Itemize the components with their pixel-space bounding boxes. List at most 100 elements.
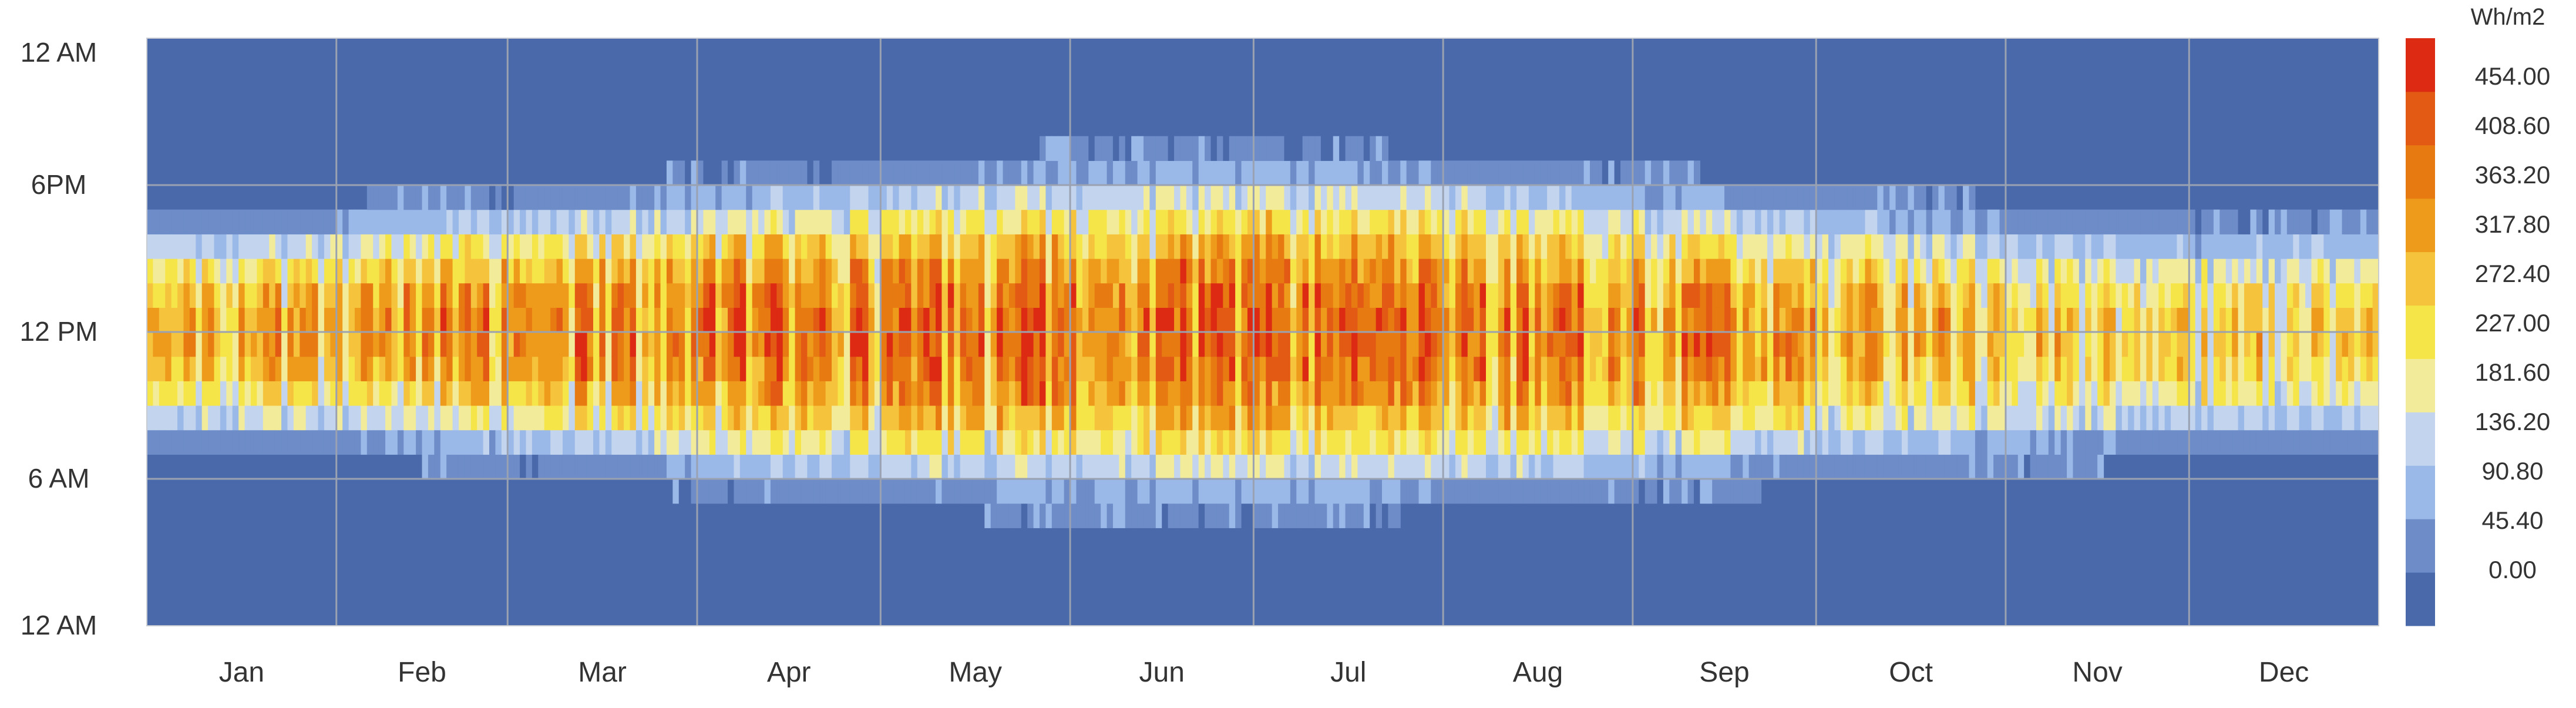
heatmap-cell <box>1021 332 1028 357</box>
heatmap-cell <box>1143 307 1150 333</box>
heatmap-cell <box>1981 234 1988 259</box>
heatmap-cell <box>305 259 312 284</box>
heatmap-cell <box>904 307 912 333</box>
heatmap-cell <box>1541 381 1548 406</box>
heatmap-cell <box>312 430 319 455</box>
heatmap-cell <box>1119 356 1126 381</box>
heatmap-cell <box>1278 479 1285 504</box>
heatmap-cell <box>305 405 312 431</box>
heatmap-cell <box>165 356 172 381</box>
heatmap-cell <box>789 356 796 381</box>
heatmap-cell <box>856 259 863 284</box>
heatmap-cell <box>342 283 349 308</box>
heatmap-cell <box>825 209 832 234</box>
heatmap-cell <box>2067 405 2074 431</box>
heatmap-cell <box>617 283 624 308</box>
heatmap-cell <box>1333 259 1340 284</box>
heatmap-cell <box>1791 381 1798 406</box>
heatmap-cell <box>1969 185 1976 210</box>
heatmap-cell <box>1730 405 1737 431</box>
heatmap-cell <box>1235 430 1242 455</box>
heatmap-cell <box>1210 234 1218 259</box>
heatmap-cell <box>1216 479 1223 504</box>
heatmap-cell <box>1076 356 1083 381</box>
heatmap-cell <box>1339 307 1346 333</box>
heatmap-cell <box>2085 234 2092 259</box>
heatmap-cell <box>1290 209 1297 234</box>
heatmap-cell <box>257 234 264 259</box>
heatmap-cell <box>2360 283 2367 308</box>
heatmap-cell <box>1963 381 1970 406</box>
heatmap-cell <box>1993 454 2000 479</box>
heatmap-cell <box>1125 185 1132 210</box>
heatmap-cell <box>1504 283 1511 308</box>
heatmap-cell <box>1651 234 1658 259</box>
heatmap-cell <box>2054 356 2062 381</box>
heatmap-cell <box>605 283 612 308</box>
heatmap-cell <box>2146 209 2153 234</box>
heatmap-cell <box>1822 454 1829 479</box>
heatmap-cell <box>1951 283 1958 308</box>
heatmap-cell <box>1272 136 1279 161</box>
heatmap-cell <box>2134 332 2141 357</box>
heatmap-cell <box>936 381 943 406</box>
heatmap-cell <box>1975 259 1982 284</box>
heatmap-cell <box>1309 405 1316 431</box>
heatmap-cell <box>1578 234 1585 259</box>
heatmap-cell <box>269 332 276 357</box>
heatmap-cell <box>2336 283 2343 308</box>
heatmap-cell <box>2171 307 2178 333</box>
heatmap-cell <box>1486 356 1493 381</box>
heatmap-cell <box>2097 234 2104 259</box>
heatmap-cell <box>782 381 789 406</box>
heatmap-cell <box>1461 209 1468 234</box>
heatmap-cell <box>1602 283 1609 308</box>
heatmap-cell <box>165 332 172 357</box>
heatmap-cell <box>1327 234 1334 259</box>
y-tick-label: 6PM <box>31 169 87 200</box>
heatmap-cell <box>1174 160 1181 186</box>
heatmap-cell <box>941 479 949 504</box>
heatmap-cell <box>2060 209 2067 234</box>
heatmap-cell <box>966 454 973 479</box>
heatmap-cell <box>1431 454 1438 479</box>
heatmap-cell <box>153 209 160 234</box>
heatmap-cell <box>1840 430 1847 455</box>
heatmap-cell <box>1492 479 1499 504</box>
heatmap-cell <box>899 283 906 308</box>
heatmap-cell <box>1033 185 1040 210</box>
heatmap-cell <box>1816 209 1823 234</box>
heatmap-cell <box>654 332 661 357</box>
heatmap-cell <box>703 259 710 284</box>
heatmap-cell <box>813 307 820 333</box>
heatmap-cell <box>2305 259 2312 284</box>
heatmap-cell <box>660 356 667 381</box>
heatmap-cell <box>562 405 569 431</box>
heatmap-cell <box>1718 259 1725 284</box>
heatmap-cell <box>709 405 716 431</box>
heatmap-cell <box>483 356 490 381</box>
heatmap-cell <box>2048 283 2055 308</box>
heatmap-cell <box>1112 381 1119 406</box>
heatmap-cell <box>807 356 814 381</box>
heatmap-cell <box>2311 283 2318 308</box>
heatmap-cell <box>1333 503 1340 528</box>
heatmap-cell <box>1975 356 1982 381</box>
heatmap-cell <box>2348 307 2355 333</box>
heatmap-cell <box>1608 209 1615 234</box>
heatmap-cell <box>1828 332 1835 357</box>
heatmap-cell <box>624 454 631 479</box>
heatmap-cell <box>1682 209 1689 234</box>
heatmap-cell <box>2225 209 2232 234</box>
heatmap-cell <box>1235 259 1242 284</box>
heatmap-cell <box>739 307 746 333</box>
heatmap-cell <box>2244 332 2251 357</box>
heatmap-cell <box>1192 405 1199 431</box>
heatmap-cell <box>2213 405 2220 431</box>
heatmap-cell <box>1467 209 1474 234</box>
heatmap-cell <box>1235 234 1242 259</box>
heatmap-cell <box>2036 307 2043 333</box>
heatmap-cell <box>685 356 692 381</box>
heatmap-cell <box>1431 479 1438 504</box>
heatmap-cell <box>966 356 973 381</box>
